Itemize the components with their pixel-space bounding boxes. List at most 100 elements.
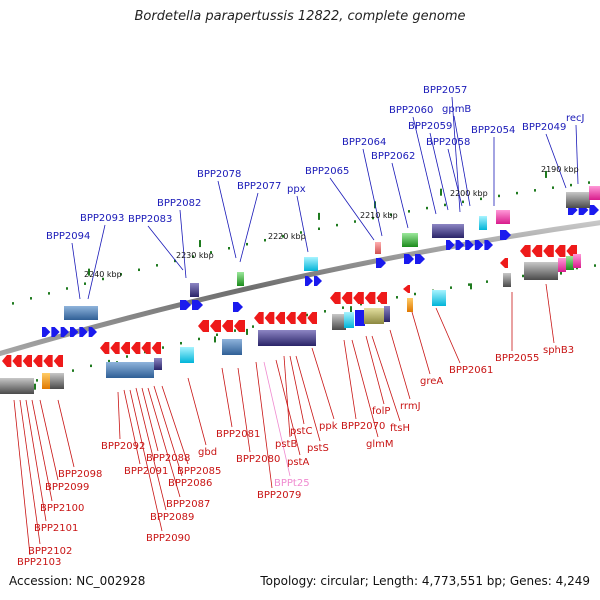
- tick-mark: [522, 274, 524, 278]
- gene-label[interactable]: BPP2077: [237, 181, 281, 192]
- gene-label[interactable]: BPP2088: [146, 453, 190, 464]
- gene-label[interactable]: BPP2060: [389, 105, 433, 116]
- gene-label[interactable]: BPP2098: [58, 469, 102, 480]
- gene-label[interactable]: BPP2057: [423, 85, 467, 96]
- tick-mark: [180, 341, 182, 345]
- leader-line: [147, 387, 181, 498]
- tick-mark: [570, 183, 572, 187]
- cog-box: [573, 254, 581, 268]
- leader-line: [545, 283, 555, 344]
- gene-label[interactable]: BPP2090: [146, 533, 190, 544]
- gene-label[interactable]: BPP2054: [471, 125, 515, 136]
- gene-label[interactable]: rrmJ: [400, 401, 421, 412]
- gene-label[interactable]: pstS: [307, 443, 329, 454]
- forward-gene-labels: BPP2094 BPP2093 BPP2083 BPP2082 BPP2078 …: [46, 85, 585, 242]
- gene-label[interactable]: BPP2094: [46, 231, 90, 242]
- gene-label[interactable]: gpmB: [442, 104, 471, 115]
- gene-label[interactable]: pstC: [290, 426, 312, 437]
- leader-line: [447, 148, 463, 207]
- gene-label[interactable]: BPP2091: [124, 466, 168, 477]
- gene-label[interactable]: BPP2092: [101, 441, 145, 452]
- tick-mark: [552, 186, 554, 189]
- forward-gene-arrow: [305, 276, 313, 286]
- gene-label[interactable]: BPP2058: [426, 137, 470, 148]
- gene-label[interactable]: BPP2101: [34, 523, 78, 534]
- gene-label[interactable]: folP: [372, 406, 390, 417]
- tick-mark: [336, 223, 338, 227]
- gene-label[interactable]: BPP2055: [495, 353, 539, 364]
- gene-label[interactable]: greA: [420, 376, 443, 387]
- reverse-gene-arrow: [12, 355, 22, 367]
- scale-label: 2190 kbp: [541, 165, 579, 174]
- gene-label[interactable]: BPP2078: [197, 169, 241, 180]
- gene-label[interactable]: BPP2083: [128, 214, 172, 225]
- tick-mark: [192, 255, 194, 258]
- gene-label[interactable]: BPP2080: [236, 454, 280, 465]
- tick-mark: [252, 325, 254, 328]
- tick-mark: [354, 220, 356, 223]
- leader-line: [362, 148, 383, 237]
- gene-label[interactable]: BPP2093: [80, 213, 124, 224]
- leader-line: [19, 399, 41, 545]
- gene-label[interactable]: BPP2070: [341, 421, 385, 432]
- forward-gene-arrow: [60, 327, 69, 337]
- tick-mark: [108, 359, 110, 363]
- cog-box: [432, 224, 464, 238]
- gene-label[interactable]: BPP2100: [40, 503, 84, 514]
- tick-mark: [576, 266, 578, 270]
- major-tick: [470, 283, 472, 290]
- gene-label[interactable]: ftsH: [390, 423, 410, 434]
- reverse-gene-arrow: [330, 292, 341, 304]
- scale-label: 2210 kbp: [360, 211, 398, 220]
- gene-label[interactable]: BPP2102: [28, 546, 72, 557]
- gene-label[interactable]: BPP2085: [177, 466, 221, 477]
- gene-label[interactable]: BPP2087: [166, 499, 210, 510]
- forward-gene-arrow: [70, 327, 79, 337]
- cog-box: [258, 330, 316, 346]
- gene-label[interactable]: BPP2081: [216, 429, 260, 440]
- reverse-gene-arrow: [500, 258, 508, 268]
- leader-line: [221, 367, 233, 428]
- cog-box: [190, 283, 199, 297]
- reverse-gene-arrow: [120, 342, 130, 354]
- major-tick: [199, 240, 201, 248]
- forward-gene-arrow: [474, 240, 484, 250]
- gene-label[interactable]: gbd: [198, 447, 217, 458]
- gene-label[interactable]: BPP2099: [45, 482, 89, 493]
- tick-mark: [360, 302, 362, 306]
- gene-label[interactable]: BPP2082: [157, 198, 201, 209]
- tick-mark: [342, 306, 344, 309]
- gene-label[interactable]: glmM: [366, 439, 394, 450]
- leader-line: [217, 180, 237, 259]
- gene-label[interactable]: BPPt25: [274, 478, 310, 489]
- gene-label[interactable]: recJ: [566, 113, 585, 124]
- tick-mark: [480, 197, 482, 201]
- gene-label[interactable]: pstB: [275, 439, 297, 450]
- gene-label[interactable]: ppk: [319, 421, 338, 432]
- cog-box: [496, 210, 510, 224]
- gene-label[interactable]: BPP2089: [150, 512, 194, 523]
- cog-box: [407, 298, 413, 312]
- forward-gene-arrow: [500, 230, 511, 240]
- leader-line: [343, 339, 357, 420]
- gene-label[interactable]: BPP2061: [449, 365, 493, 376]
- gene-label[interactable]: sphB3: [543, 345, 574, 356]
- gene-label[interactable]: BPP2062: [371, 151, 415, 162]
- gene-label[interactable]: ppx: [287, 184, 306, 195]
- reverse-gene-arrow: [264, 312, 275, 324]
- gene-label[interactable]: BPP2065: [305, 166, 349, 177]
- cog-box: [589, 186, 600, 200]
- gene-label[interactable]: BPP2059: [408, 121, 452, 132]
- gene-label[interactable]: BPP2086: [168, 478, 212, 489]
- forward-gene-arrow: [415, 254, 425, 264]
- gene-label[interactable]: pstA: [287, 457, 309, 468]
- forward-gene-arrow: [484, 240, 493, 250]
- leader-line: [296, 195, 309, 253]
- gene-label[interactable]: BPP2103: [17, 557, 61, 568]
- gene-label[interactable]: BPP2064: [342, 137, 386, 148]
- gene-label[interactable]: BPP2049: [522, 122, 566, 133]
- leader-line: [412, 116, 437, 215]
- gene-label[interactable]: BPP2079: [257, 490, 301, 501]
- leader-line: [135, 387, 167, 511]
